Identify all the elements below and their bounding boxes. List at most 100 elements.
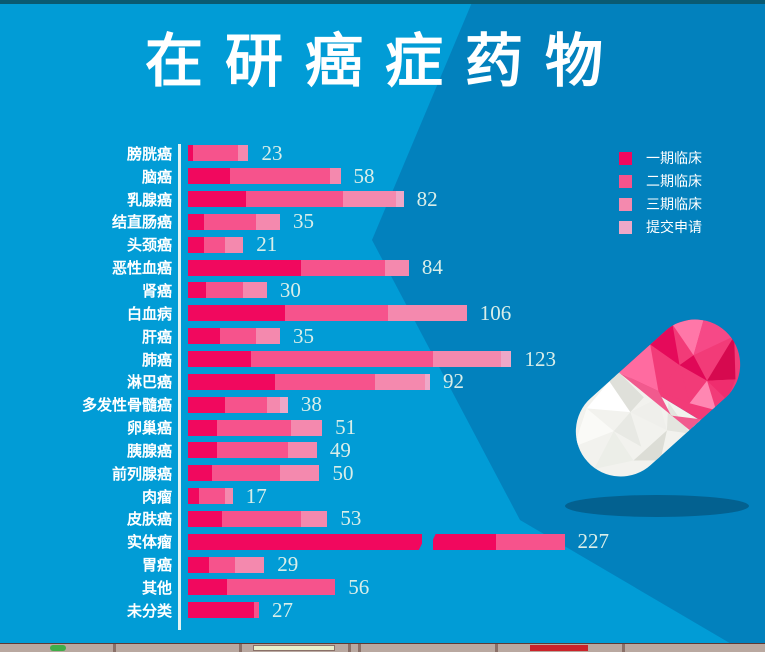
stacked-bar: 106 (188, 302, 511, 323)
bar-segment (203, 213, 257, 230)
bar-segment (188, 488, 199, 505)
chart-row: 其他 56 (40, 576, 640, 599)
bar-segment (274, 373, 375, 390)
taskbar-button-document-thumbnail[interactable] (253, 645, 335, 651)
chart-row: 恶性血癌 84 (40, 256, 640, 279)
bar-segment (188, 510, 223, 527)
chart-row: 实体瘤 227 (40, 530, 640, 553)
value-label: 51 (335, 415, 357, 440)
stacked-bar: 30 (188, 277, 301, 302)
legend-item-2: 三期临床 (619, 193, 702, 216)
category-label: 肝癌 (141, 327, 172, 346)
stacked-bar: 50 (188, 460, 354, 485)
bar-segment (432, 351, 501, 368)
chart-rows: 膀胱癌 23 脑癌 58 乳腺癌 82 结直肠癌 35 头颈癌 21 恶性血癌 84 肾癌 30 白血病 10… (40, 142, 640, 622)
category-label: 肉瘤 (141, 487, 172, 506)
stacked-bar: 29 (188, 552, 299, 577)
chart-row: 淋巴癌 92 (40, 370, 640, 393)
stacked-bar: 23 (188, 142, 282, 163)
category-label: 乳腺癌 (126, 190, 172, 209)
bar-segment (424, 373, 430, 390)
value-label: 30 (279, 277, 301, 302)
legend-swatch-icon (619, 198, 632, 211)
stacked-bar: 17 (188, 485, 267, 506)
bar-segment (266, 396, 281, 413)
bar-segment (188, 442, 217, 459)
stacked-bar: 53 (188, 508, 361, 529)
chart-row: 胃癌 29 (40, 553, 640, 576)
category-label: 胃癌 (141, 556, 172, 575)
bar-segment (253, 602, 259, 619)
category-label: 头颈癌 (126, 236, 172, 255)
value-label: 49 (329, 437, 351, 462)
value-label: 84 (421, 255, 443, 280)
bar-segment (188, 373, 275, 390)
bar-segment (222, 510, 302, 527)
category-label: 白血病 (126, 304, 172, 323)
bar-segment (188, 533, 423, 550)
bar-segment (188, 351, 252, 368)
bar-segment (290, 419, 323, 436)
taskbar-separator (239, 644, 242, 652)
legend-label: 一期临床 (646, 150, 702, 167)
value-label: 50 (332, 460, 354, 485)
value-label: 21 (256, 232, 278, 257)
pill-shadow (565, 495, 749, 517)
stacked-bar: 35 (188, 211, 314, 232)
taskbar[interactable] (0, 643, 765, 652)
stacked-bar: 27 (188, 599, 293, 620)
bar-segment (256, 328, 281, 345)
chart-row: 前列腺癌 50 (40, 462, 640, 485)
bar-segment (230, 168, 331, 185)
chart-row: 未分类 27 (40, 599, 640, 622)
bar-segment (287, 442, 317, 459)
page-title: 在研癌症药物 (144, 27, 625, 95)
bar-segment (285, 305, 388, 322)
bar-segment (216, 442, 288, 459)
taskbar-button-red-thumbnail[interactable] (530, 645, 588, 651)
chart-row: 白血病 106 (40, 302, 640, 325)
bar-segment (374, 373, 425, 390)
taskbar-separator (348, 644, 351, 652)
bar-segment (188, 213, 204, 230)
pill-illustration (555, 298, 765, 520)
bar-segment (188, 236, 204, 253)
category-label: 皮肤癌 (126, 510, 172, 529)
value-label: 35 (293, 323, 315, 348)
bar-segment (343, 191, 396, 208)
chart-row: 肝癌 35 (40, 325, 640, 348)
legend-swatch-icon (619, 152, 632, 165)
bar-segment (280, 465, 320, 482)
taskbar-button-green-icon[interactable] (50, 645, 66, 651)
legend-swatch-icon (619, 221, 632, 234)
chart-row: 肉瘤 17 (40, 485, 640, 508)
category-label: 结直肠癌 (111, 213, 172, 232)
bar-segment (203, 236, 225, 253)
value-label: 82 (416, 186, 438, 211)
category-label: 卵巢癌 (126, 419, 172, 438)
stacked-bar: 21 (188, 232, 278, 257)
bar-segment (500, 351, 512, 368)
stacked-bar: 58 (188, 165, 375, 186)
chart-row: 胰腺癌 49 (40, 439, 640, 462)
bar-segment (188, 191, 246, 208)
bar-segment (330, 168, 341, 185)
stacked-bar: 56 (188, 576, 369, 597)
value-label: 29 (277, 552, 299, 577)
chart-row: 头颈癌 21 (40, 233, 640, 256)
value-label: 92 (442, 369, 464, 394)
category-label: 多发性骨髓癌 (81, 396, 172, 415)
category-label: 脑癌 (141, 167, 172, 186)
bar-segment (224, 488, 233, 505)
bar-segment (188, 282, 207, 299)
bar-segment (385, 259, 409, 276)
bar-segment (188, 465, 212, 482)
category-label: 其他 (141, 578, 172, 597)
category-label: 肺癌 (141, 350, 172, 369)
legend-item-0: 一期临床 (619, 147, 702, 170)
bar-segment (198, 488, 225, 505)
stacked-bar: 92 (188, 369, 464, 394)
category-label: 肾癌 (141, 281, 172, 300)
bar-segment (188, 145, 194, 162)
bar-segment (245, 191, 344, 208)
